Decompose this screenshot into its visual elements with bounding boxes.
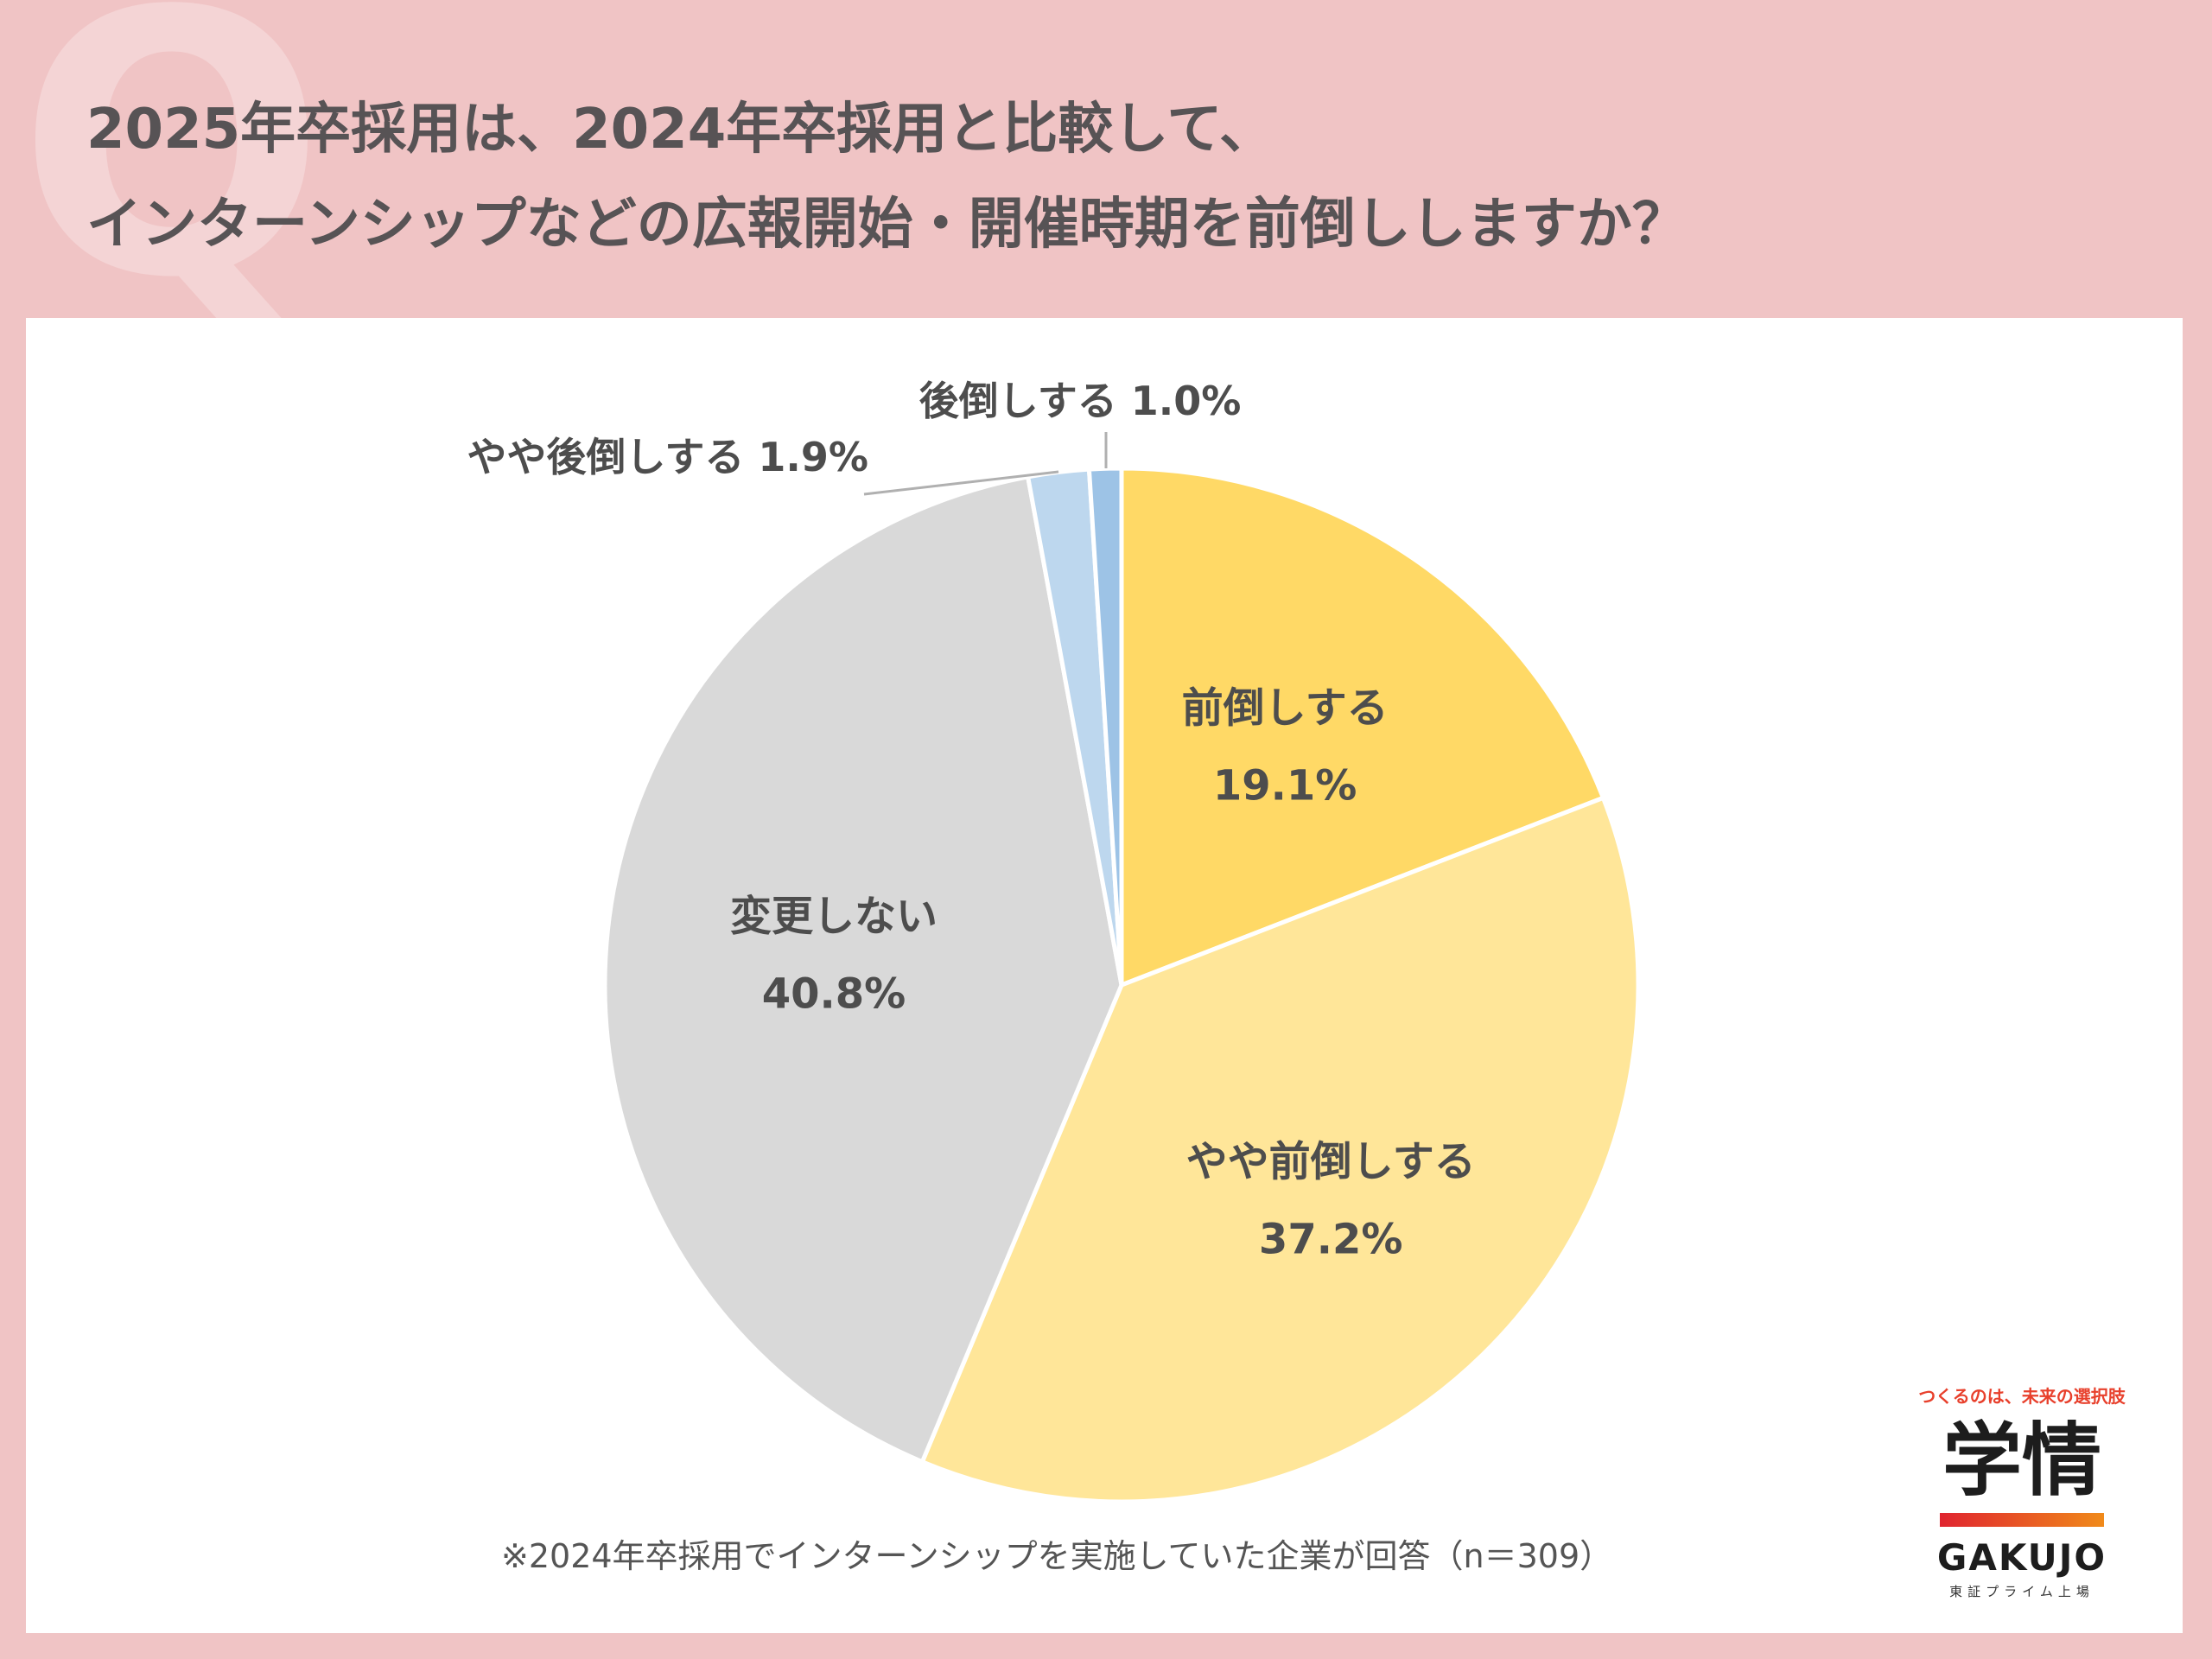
- slice-label-2: やや前倒しする: [1186, 1137, 1476, 1185]
- pie-slice-5: [1086, 466, 1124, 988]
- slice-label-1: 前倒しする: [1182, 684, 1389, 733]
- slice-value-2: 37.2%: [1259, 1215, 1403, 1263]
- title-line-1: 2025年卒採用は、2024年卒採用と比較して、: [86, 98, 1275, 162]
- pie-slice-3: [602, 474, 1124, 1465]
- logo-tagline: つくるのは、未来の選択肢: [1918, 1386, 2126, 1407]
- slice-label-3: 変更しない: [730, 892, 938, 940]
- logo-mark: 学情: [1942, 1414, 2101, 1507]
- pie-slice-2: [919, 795, 1641, 1504]
- logo-bar: [1940, 1513, 2104, 1527]
- pie-slice-1: [1119, 466, 1605, 988]
- title-line-2: インターンシップなどの広報開始・開催時期を前倒ししますか？: [86, 193, 1688, 257]
- footnote: ※2024年卒採用でインターンシップを実施していた企業が回答（n＝309）: [501, 1537, 1613, 1575]
- slice-value-3: 40.8%: [762, 969, 906, 1018]
- logo-brand: GAKUJO: [1936, 1536, 2107, 1579]
- page-title: 2025年卒採用は、2024年卒採用と比較して、 インターンシップなどの広報開始…: [86, 82, 1688, 272]
- slice-callout-5: 後倒しする 1.0%: [919, 378, 1242, 424]
- slice-value-1: 19.1%: [1213, 762, 1357, 810]
- slice-callout-4: やや後倒しする 1.9%: [467, 434, 868, 480]
- logo-sub: 東証プライム上場: [1949, 1584, 2094, 1599]
- gakujo-logo: つくるのは、未来の選択肢 学情 GAKUJO 東証プライム上場: [1910, 1382, 2134, 1600]
- leader-line-4: [863, 470, 1059, 496]
